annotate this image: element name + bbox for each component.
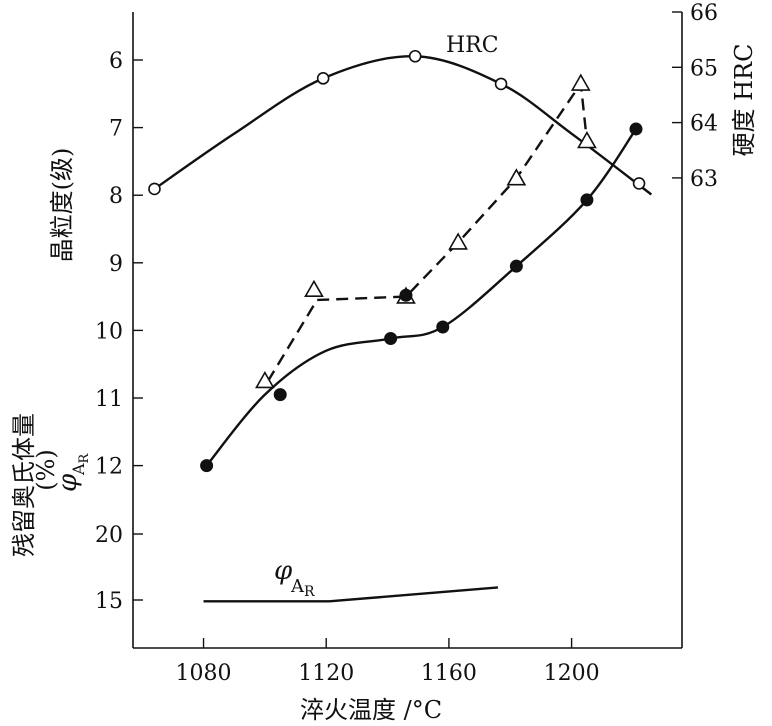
- series-markers: [148, 49, 646, 473]
- marker-open-circle: [148, 182, 161, 196]
- x-tick-label: 1160: [421, 661, 477, 686]
- marker-filled-circle: [384, 332, 398, 346]
- y-left-retained-tick-label: 15: [95, 589, 123, 614]
- y-left-tick-label: 6: [109, 49, 123, 74]
- marker-filled-circle: [200, 459, 214, 473]
- y-left-tick-label: 11: [95, 387, 123, 412]
- marker-open-triangle: [577, 131, 597, 149]
- y-right-tick-label: 66: [690, 1, 718, 26]
- marker-open-circle: [494, 77, 508, 91]
- y-left-tick-label: 10: [95, 319, 123, 344]
- y-left-tick-label: 12: [95, 455, 123, 480]
- marker-filled-circle: [273, 388, 287, 402]
- series-label-retained-symbol: φ: [274, 556, 293, 586]
- marker-filled-circle: [399, 288, 413, 302]
- y-right-tick-label: 63: [690, 167, 718, 192]
- series-curves: [153, 55, 653, 603]
- marker-open-circle: [632, 177, 646, 190]
- series-line-1: [266, 80, 589, 382]
- series-label-hrc: HRC: [446, 33, 499, 58]
- y-right-tick-label: 65: [690, 56, 718, 81]
- series-label-retained-sub: AR: [290, 576, 315, 600]
- marker-open-circle: [408, 49, 422, 63]
- marker-filled-circle: [436, 320, 450, 334]
- marker-open-circle: [316, 72, 330, 85]
- y-axis-title-retained: 残留奥氏体量: [10, 413, 38, 557]
- series-line-3: [203, 586, 499, 603]
- tick-labels: 1080 1120 1160 1200 6 7 8 9 10 11 12 20 15 66 65 64 63: [95, 1, 718, 686]
- ticks: [133, 11, 682, 648]
- y-left-retained-tick-label: 20: [95, 523, 123, 548]
- marker-open-triangle: [448, 232, 468, 250]
- marker-open-triangle: [506, 168, 527, 186]
- series-line-2: [205, 128, 637, 467]
- y-axis-title-hrc: 硬度 HRC: [730, 44, 758, 157]
- y-left-tick-label: 8: [109, 184, 123, 209]
- marker-open-triangle: [255, 370, 275, 389]
- y-axis-title-retained-symbol-sub: AR: [69, 452, 92, 476]
- marker-open-triangle: [570, 73, 591, 91]
- x-axis-title: 淬火温度 /°C: [300, 696, 442, 724]
- y-left-tick-label: 9: [109, 252, 123, 277]
- x-tick-label: 1120: [298, 661, 354, 686]
- y-axis-title-grain: 晶粒度(级): [48, 148, 76, 263]
- y-axis-title-retained-unit: (%): [32, 449, 60, 491]
- marker-filled-circle: [509, 259, 523, 273]
- x-tick-label: 1200: [544, 661, 600, 686]
- series-label-retained: φ AR: [274, 556, 315, 600]
- marker-filled-circle: [580, 193, 594, 207]
- marker-open-triangle: [304, 279, 324, 298]
- y-left-tick-label: 7: [109, 117, 123, 142]
- y-right-tick-label: 64: [690, 112, 718, 137]
- y-axis-title-retained-symbol: φ: [53, 473, 83, 492]
- x-tick-label: 1080: [176, 661, 232, 686]
- series-line-0: [153, 55, 653, 196]
- marker-filled-circle: [629, 122, 643, 136]
